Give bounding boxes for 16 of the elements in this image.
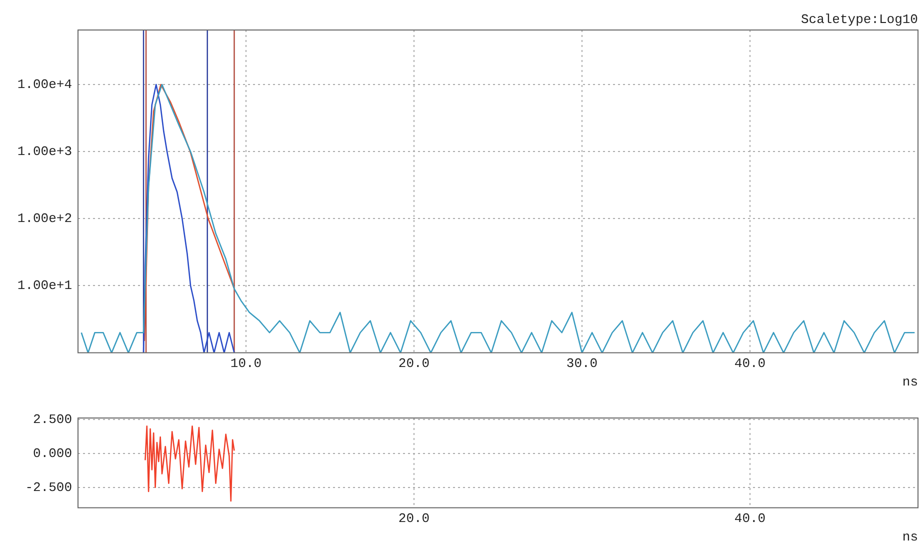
x-axis-title: ns <box>902 530 918 545</box>
x-tick-label: 10.0 <box>230 356 262 372</box>
y-tick-label: 1.00e+2 <box>17 211 72 226</box>
y-tick-label: 0.000 <box>32 446 72 461</box>
text: Scaletype:Log10 <box>800 12 918 27</box>
x-tick-label: 40.0 <box>734 356 766 372</box>
y-tick-label: 1.00e+1 <box>17 278 72 294</box>
y-tick-label: 1.00e+4 <box>17 76 72 92</box>
y-tick-label: 1.00e+3 <box>17 144 72 160</box>
x-tick-label: 40.0 <box>734 511 766 526</box>
y-tick-label: -2.500 <box>25 480 72 495</box>
x-tick-label: 30.0 <box>566 356 598 372</box>
x-tick-label: 20.0 <box>398 356 430 372</box>
x-tick-label: 20.0 <box>398 511 430 526</box>
x-axis-title: ns <box>902 374 918 390</box>
y-tick-label: 2.500 <box>32 412 72 427</box>
